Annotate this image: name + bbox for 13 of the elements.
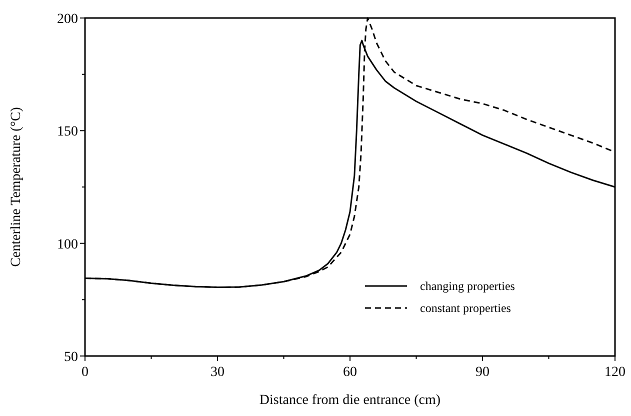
y-tick-label: 200 bbox=[57, 12, 78, 27]
legend-label: changing properties bbox=[420, 279, 516, 293]
x-axis-title: Distance from die entrance (cm) bbox=[259, 393, 441, 408]
x-tick-label: 0 bbox=[82, 365, 88, 380]
x-tick-label: 90 bbox=[476, 365, 490, 380]
y-tick-label: 100 bbox=[57, 237, 78, 252]
x-tick-label: 60 bbox=[343, 365, 357, 380]
y-tick-label: 50 bbox=[64, 350, 78, 365]
x-tick-label: 30 bbox=[210, 365, 224, 380]
legend-label: constant properties bbox=[420, 301, 512, 315]
y-axis-title: Centerline Temperature (°C) bbox=[9, 106, 24, 267]
y-tick-label: 150 bbox=[57, 124, 78, 140]
x-tick-label: 120 bbox=[604, 365, 626, 380]
